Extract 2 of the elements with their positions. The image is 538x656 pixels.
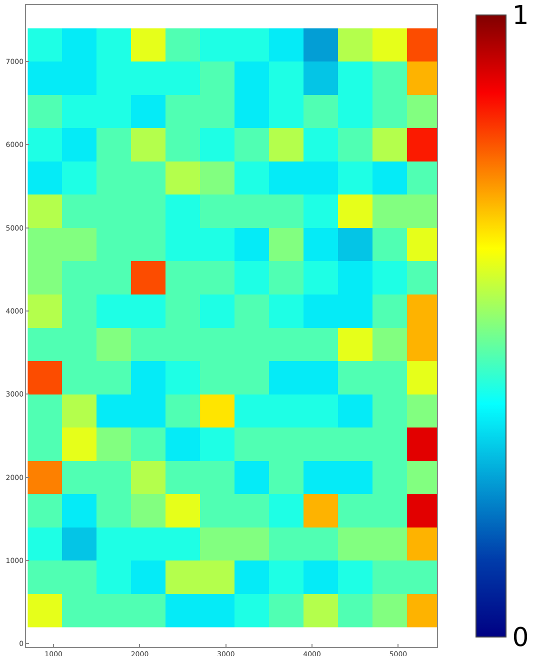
color-bar-label: 0 [512,623,529,654]
color-bar-label: 1 [512,1,529,32]
